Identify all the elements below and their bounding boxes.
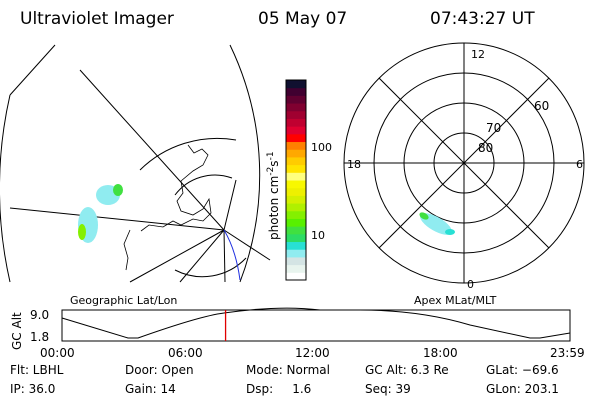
colorbar-segment xyxy=(286,195,306,204)
mlat-label-60: 60 xyxy=(534,99,549,113)
altitude-axis-label: GC Alt xyxy=(10,312,24,350)
colorbar-segment xyxy=(286,149,306,158)
colorbar-segment xyxy=(286,87,306,96)
colorbar-tick-100: 100 xyxy=(311,141,332,154)
filter-info: Flt: LBHL xyxy=(10,363,64,377)
time-tick-1800: 18:00 xyxy=(423,346,458,360)
colorbar-segment xyxy=(286,233,306,243)
colorbar-segment xyxy=(286,164,306,173)
colorbar-segment xyxy=(286,172,306,181)
colorbar-segment xyxy=(286,118,306,127)
door-info: Door: Open xyxy=(125,363,194,377)
glon-info: GLon: 203.1 xyxy=(486,382,559,396)
geographic-map-title: Geographic Lat/Lon xyxy=(70,294,177,307)
altitude-plot xyxy=(61,307,571,342)
altitude-max-tick: 9.0 xyxy=(30,308,49,322)
polar-mlat-mlt-plot xyxy=(343,42,585,284)
colorbar-segment xyxy=(286,226,306,235)
colorbar-tick-10: 10 xyxy=(311,229,325,242)
colorbar-segment xyxy=(286,256,306,266)
colorbar-segment xyxy=(286,103,306,112)
instrument-title: Ultraviolet Imager xyxy=(20,9,174,29)
time-label: 07:43:27 UT xyxy=(430,9,535,29)
geographic-map xyxy=(0,44,271,283)
colorbar-label: photon cm-2s-1 xyxy=(266,151,281,240)
mlt-label-6: 6 xyxy=(576,158,583,171)
colorbar-segment xyxy=(286,249,306,258)
seq-info: Seq: 39 xyxy=(365,382,411,396)
glat-info: GLat: −69.6 xyxy=(486,363,559,377)
colorbar-segment xyxy=(286,156,306,166)
time-tick-2359: 23:59 xyxy=(550,346,585,360)
colorbar-segment xyxy=(286,141,306,150)
colorbar-segment xyxy=(286,272,306,281)
time-tick-0600: 06:00 xyxy=(168,346,203,360)
date-label: 05 May 07 xyxy=(258,9,347,29)
colorbar-segment xyxy=(286,180,306,189)
time-tick-0000: 00:00 xyxy=(40,346,75,360)
colorbar-segment xyxy=(286,203,306,212)
colorbar-segment xyxy=(286,210,306,219)
colorbar-segment xyxy=(286,126,306,135)
mlt-label-18: 18 xyxy=(347,158,361,171)
mlat-label-80: 80 xyxy=(478,141,493,155)
colorbar-segment xyxy=(286,95,306,104)
colorbar xyxy=(286,80,306,281)
colorbar-frame xyxy=(285,79,307,281)
colorbar-segment xyxy=(286,264,306,273)
altitude-min-tick: 1.8 xyxy=(30,330,49,344)
colorbar-segment xyxy=(286,241,306,250)
apex-map-title: Apex MLat/MLT xyxy=(414,294,497,307)
gc-alt-info: GC Alt: 6.3 Re xyxy=(365,363,449,377)
mlat-label-70: 70 xyxy=(486,121,501,135)
ip-info: IP: 36.0 xyxy=(10,382,56,396)
mlt-label-12: 12 xyxy=(471,48,485,61)
mlt-label-0: 0 xyxy=(467,278,474,291)
colorbar-segment xyxy=(286,187,306,196)
gain-info: Gain: 14 xyxy=(125,382,176,396)
time-tick-1200: 12:00 xyxy=(295,346,330,360)
colorbar-segment xyxy=(286,218,306,227)
colorbar-segment xyxy=(286,133,306,143)
mode-info: Mode: Normal xyxy=(246,363,330,377)
colorbar-segment xyxy=(286,80,306,89)
colorbar-segment xyxy=(286,110,306,119)
dsp-info: Dsp: 1.6 xyxy=(246,382,312,396)
